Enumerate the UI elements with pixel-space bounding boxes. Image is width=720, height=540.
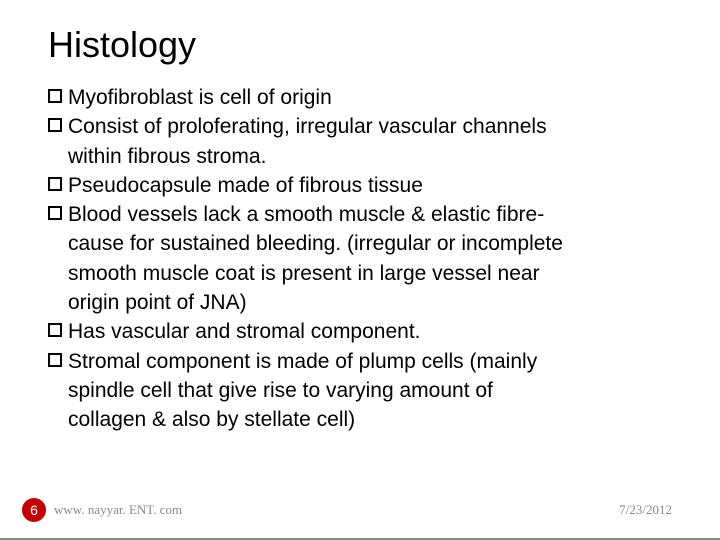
square-bullet-icon xyxy=(48,206,62,220)
bullet-continuation: spindle cell that give rise to varying a… xyxy=(68,377,672,404)
square-bullet-icon xyxy=(48,118,62,132)
bullet-text: Pseudocapsule made of fibrous tissue xyxy=(68,172,672,199)
bullet-text: Consist of proloferating, irregular vasc… xyxy=(68,113,672,140)
bullet-item: Stromal component is made of plump cells… xyxy=(48,348,672,375)
bullet-continuation: origin point of JNA) xyxy=(68,289,672,316)
page-number-badge: 6 xyxy=(22,498,46,522)
bullet-text: Has vascular and stromal component. xyxy=(68,318,672,345)
bullet-continuation: cause for sustained bleeding. (irregular… xyxy=(68,230,672,257)
slide-content: Myofibroblast is cell of origin Consist … xyxy=(48,84,672,434)
bullet-item: Has vascular and stromal component. xyxy=(48,318,672,345)
bullet-text: Stromal component is made of plump cells… xyxy=(68,348,672,375)
square-bullet-icon xyxy=(48,89,62,103)
bullet-item: Myofibroblast is cell of origin xyxy=(48,84,672,111)
bullet-continuation: collagen & also by stellate cell) xyxy=(68,406,672,433)
bullet-text: Blood vessels lack a smooth muscle & ela… xyxy=(68,201,672,228)
bullet-continuation: within fibrous stroma. xyxy=(68,143,672,170)
bullet-item: Pseudocapsule made of fibrous tissue xyxy=(48,172,672,199)
slide-title: Histology xyxy=(48,24,672,66)
bullet-text: Myofibroblast is cell of origin xyxy=(68,84,672,111)
bullet-continuation: smooth muscle coat is present in large v… xyxy=(68,260,672,287)
slide: Histology Myofibroblast is cell of origi… xyxy=(0,0,720,540)
bullet-item: Blood vessels lack a smooth muscle & ela… xyxy=(48,201,672,228)
square-bullet-icon xyxy=(48,177,62,191)
footer-url: www. nayyar. ENT. com xyxy=(54,502,182,518)
square-bullet-icon xyxy=(48,353,62,367)
square-bullet-icon xyxy=(48,323,62,337)
footer-date: 7/23/2012 xyxy=(619,502,672,518)
bullet-item: Consist of proloferating, irregular vasc… xyxy=(48,113,672,140)
